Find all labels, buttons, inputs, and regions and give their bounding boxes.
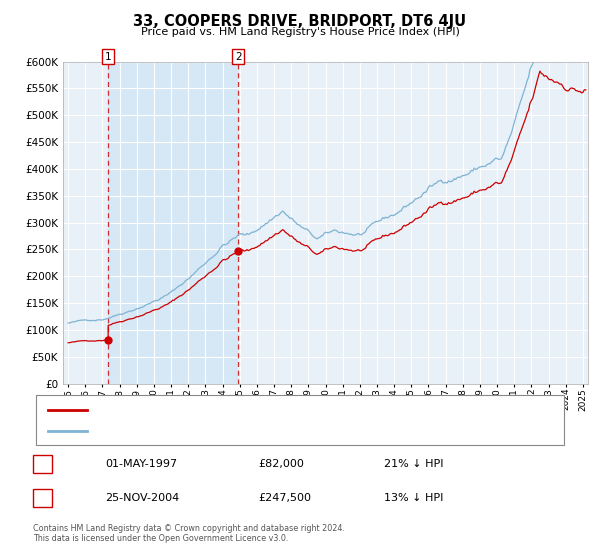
- Text: £82,000: £82,000: [258, 459, 304, 469]
- Text: Contains HM Land Registry data © Crown copyright and database right 2024.
This d: Contains HM Land Registry data © Crown c…: [33, 524, 345, 543]
- Text: 33, COOPERS DRIVE, BRIDPORT, DT6 4JU: 33, COOPERS DRIVE, BRIDPORT, DT6 4JU: [133, 14, 467, 29]
- Text: 01-MAY-1997: 01-MAY-1997: [105, 459, 177, 469]
- Text: 1: 1: [39, 459, 46, 469]
- Text: Price paid vs. HM Land Registry's House Price Index (HPI): Price paid vs. HM Land Registry's House …: [140, 27, 460, 37]
- Text: 25-NOV-2004: 25-NOV-2004: [105, 493, 179, 503]
- Text: 21% ↓ HPI: 21% ↓ HPI: [384, 459, 443, 469]
- Text: 2: 2: [235, 52, 242, 62]
- Text: 13% ↓ HPI: 13% ↓ HPI: [384, 493, 443, 503]
- Text: HPI: Average price, detached house, Dorset: HPI: Average price, detached house, Dors…: [93, 426, 320, 436]
- Bar: [108, 62, 238, 384]
- Text: £247,500: £247,500: [258, 493, 311, 503]
- Text: 2: 2: [39, 493, 46, 503]
- Text: 1: 1: [105, 52, 112, 62]
- Text: 33, COOPERS DRIVE, BRIDPORT, DT6 4JU (detached house): 33, COOPERS DRIVE, BRIDPORT, DT6 4JU (de…: [93, 405, 400, 415]
